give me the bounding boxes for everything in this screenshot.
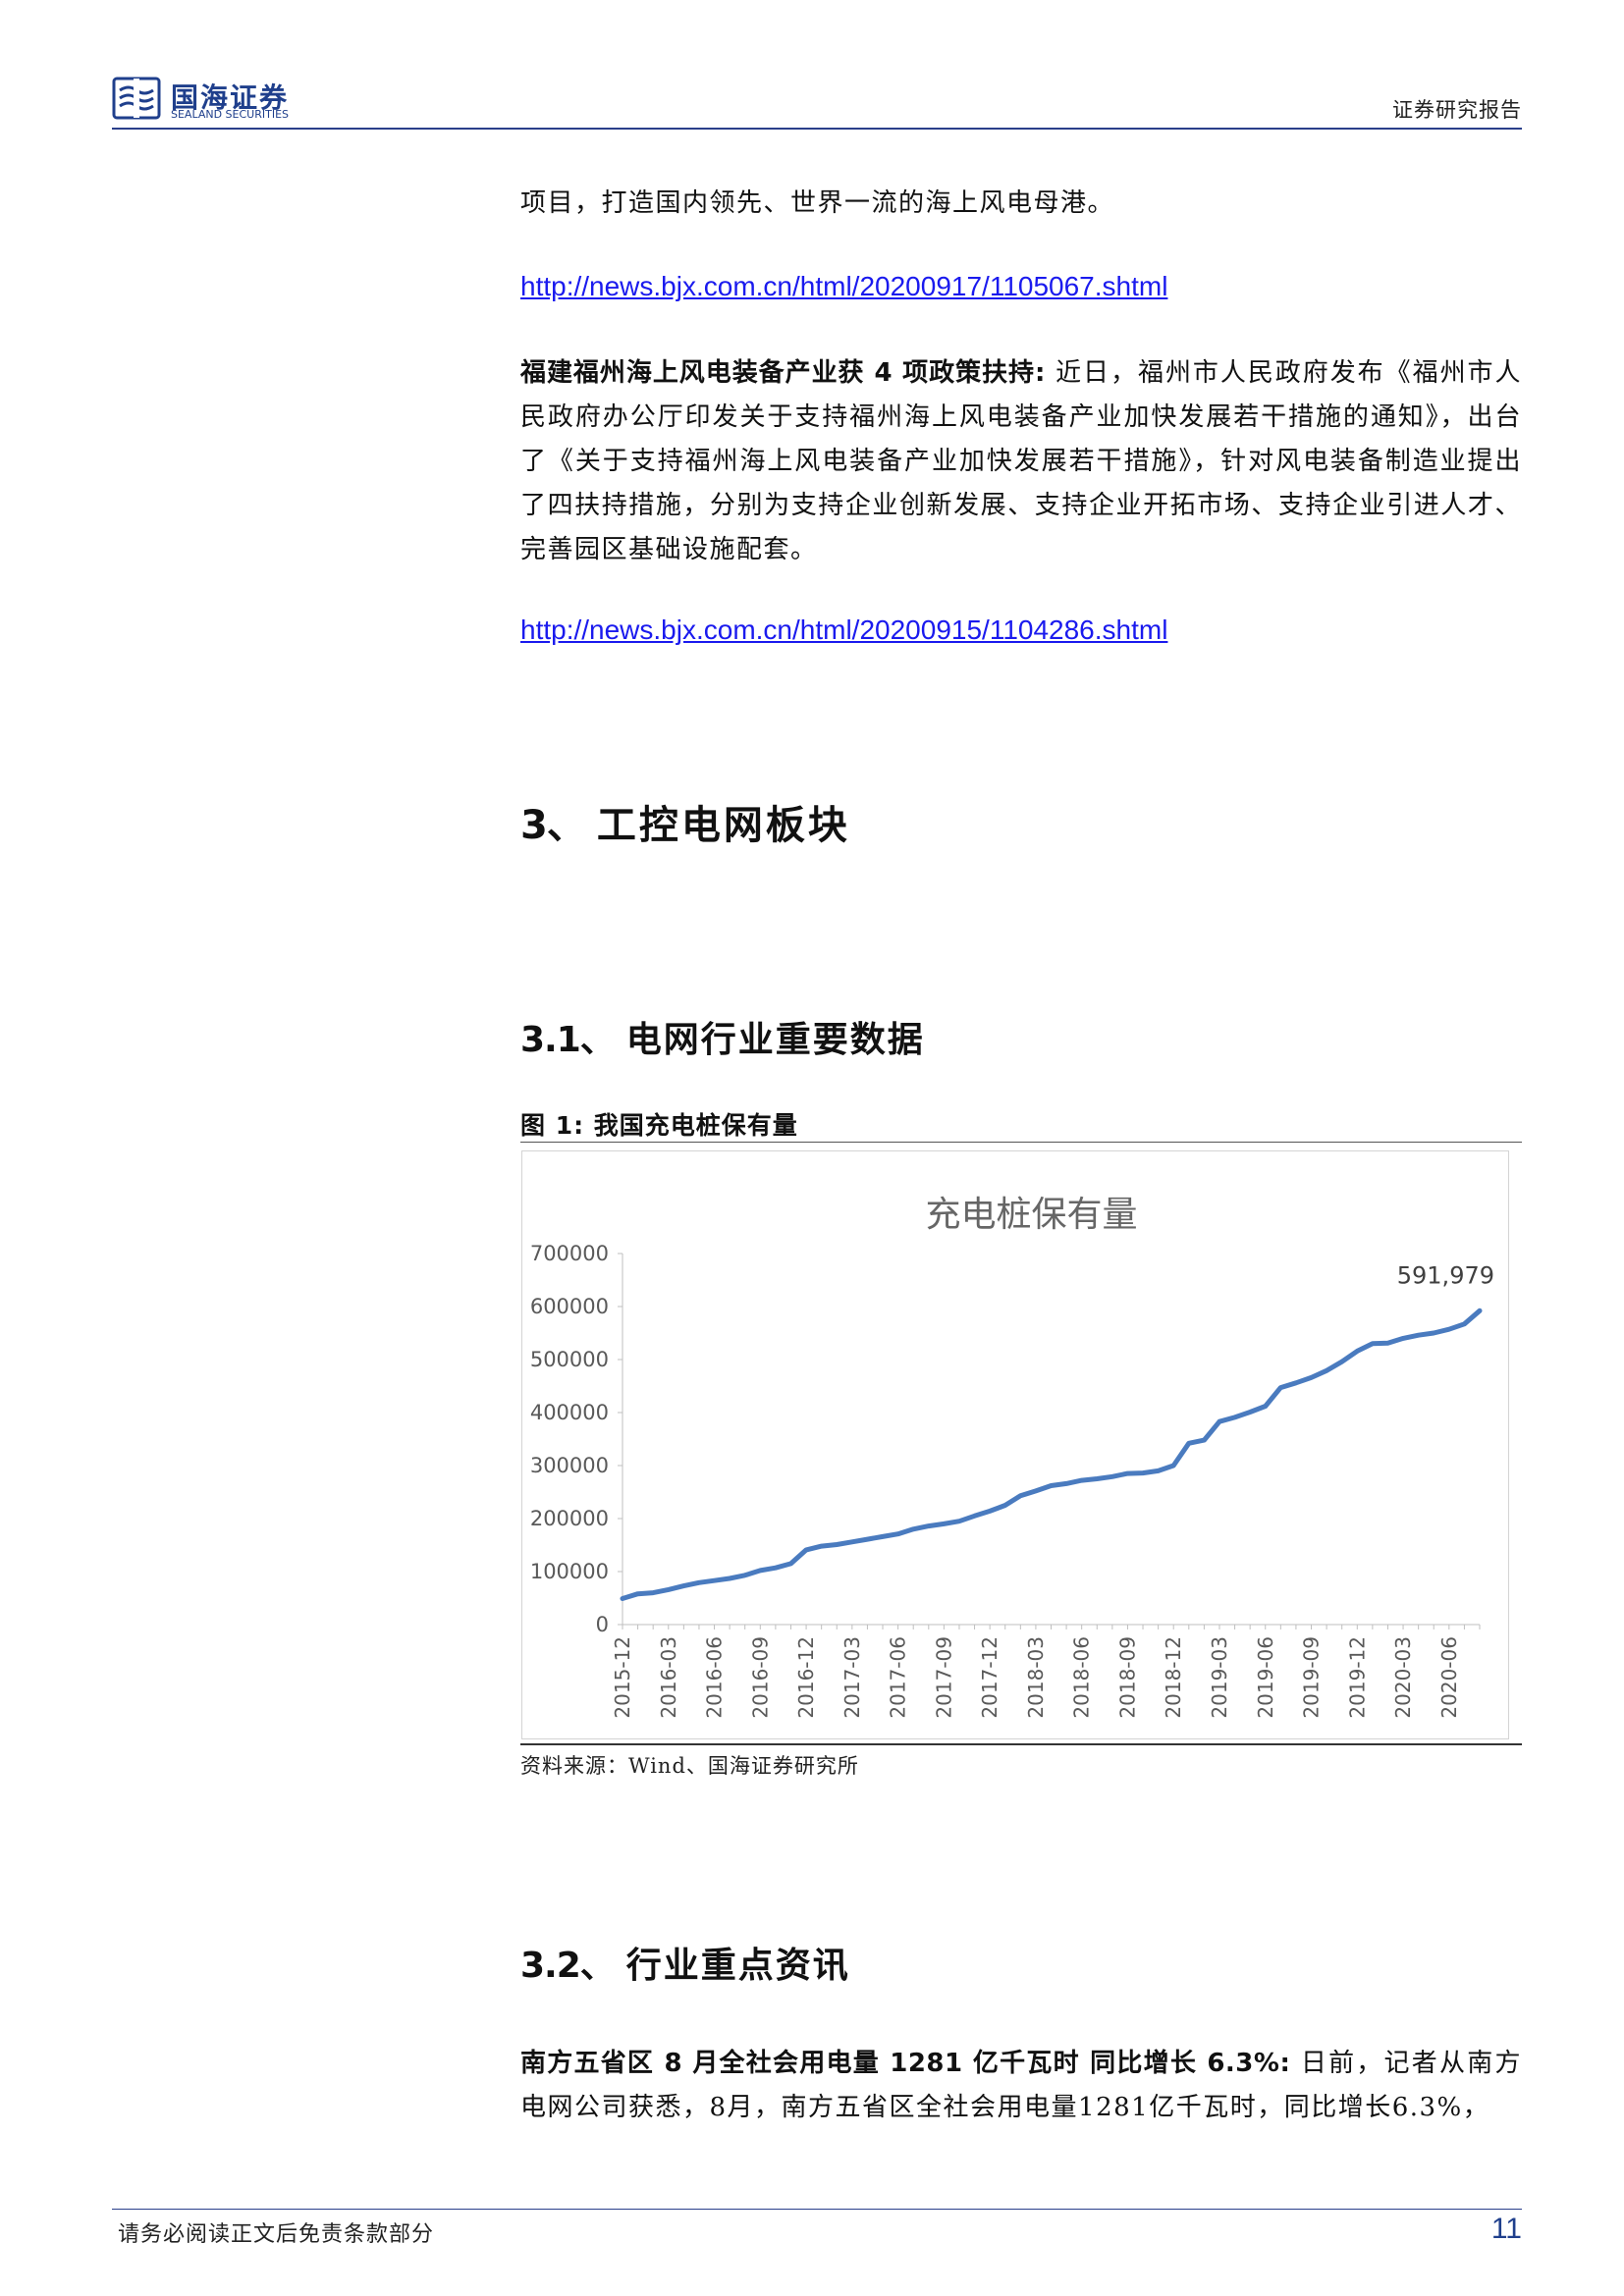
section-number: 3.2、 <box>520 1946 616 1986</box>
news-headline-fuzhou: 福建福州海上风电装备产业获 4 项政策扶持: <box>520 358 1046 388</box>
x-tick-label: 2018-03 <box>1024 1636 1048 1719</box>
series-line <box>620 1308 1483 1601</box>
logo-english-name: SEALAND SECURITIES <box>171 108 290 121</box>
paragraph-continued: 项目，打造国内领先、世界一流的海上风电母港。 <box>520 188 1115 218</box>
y-tick-label: 600000 <box>530 1295 609 1318</box>
x-tick-label: 2017-12 <box>978 1636 1001 1719</box>
section-3-2-heading: 3.2、 行业重点资讯 <box>520 1937 850 1988</box>
section-title: 电网行业重要数据 <box>625 1020 925 1060</box>
sealand-logo-icon <box>112 77 161 120</box>
y-tick-label: 400000 <box>530 1401 609 1424</box>
y-tick-label: 500000 <box>530 1348 609 1371</box>
footer-divider <box>112 2209 1522 2210</box>
charging-pile-line-chart: 充电桩保有量 0 100000 200000 300000 400000 500000 600… <box>530 1195 1494 1719</box>
footer-disclaimer: 请务必阅读正文后免责条款部分 <box>118 2222 435 2247</box>
x-tick-label: 2015-12 <box>611 1636 634 1719</box>
section-3-heading: 3、 工控电网板块 <box>520 793 850 850</box>
x-tick-label: 2019-03 <box>1208 1636 1231 1719</box>
news-headline-south-grid: 南方五省区 8 月全社会用电量 1281 亿千瓦时 同比增长 6.3%: <box>520 2049 1291 2078</box>
section-title: 行业重点资讯 <box>625 1946 850 1986</box>
figure-bottom-rule <box>520 1743 1522 1745</box>
section-3-1-heading: 3.1、 电网行业重要数据 <box>520 1011 925 1062</box>
x-tick-label: 2018-12 <box>1162 1636 1185 1719</box>
y-tick-label: 0 <box>596 1613 609 1636</box>
x-tick-label: 2019-12 <box>1345 1636 1369 1719</box>
x-tick-label: 2017-06 <box>887 1636 910 1719</box>
x-tick-label: 2019-09 <box>1300 1636 1324 1719</box>
figure-source: 资料来源：Wind、国海证券研究所 <box>520 1754 859 1778</box>
figure-title: 图 1: 我国充电桩保有量 <box>520 1111 798 1140</box>
x-tick-label: 2018-06 <box>1070 1636 1094 1719</box>
x-tick-label: 2016-12 <box>794 1636 818 1719</box>
x-tick-label: 2017-03 <box>840 1636 864 1719</box>
y-tick-label: 700000 <box>530 1242 609 1265</box>
source-link-1[interactable]: http://news.bjx.com.cn/html/20200917/110… <box>520 271 1168 301</box>
x-tick-label: 2016-09 <box>748 1636 772 1719</box>
x-tick-label: 2017-09 <box>932 1636 955 1719</box>
section-number: 3、 <box>520 803 586 848</box>
x-tick-label: 2020-03 <box>1391 1636 1415 1719</box>
header-divider <box>112 128 1522 130</box>
y-tick-label: 300000 <box>530 1454 609 1477</box>
x-tick-label: 2020-06 <box>1437 1636 1461 1719</box>
figure-top-rule <box>520 1142 1522 1143</box>
y-tick-label: 200000 <box>530 1507 609 1530</box>
page-number: 11 <box>1490 2213 1522 2245</box>
section-number: 3.1、 <box>520 1020 616 1060</box>
chart-title: 充电桩保有量 <box>925 1195 1137 1235</box>
chart-frame: 充电桩保有量 0 100000 200000 300000 400000 500000 600… <box>521 1150 1509 1739</box>
report-type-label: 证券研究报告 <box>1392 98 1522 122</box>
x-tick-label: 2018-09 <box>1115 1636 1139 1719</box>
source-link-2[interactable]: http://news.bjx.com.cn/html/20200915/110… <box>520 614 1168 645</box>
section-title: 工控电网板块 <box>596 803 850 848</box>
news-body-south-grid: 日前，记者从南方电网公司获悉，8月，南方五省区全社会用电量1281亿千瓦时，同比… <box>520 2049 1522 2122</box>
y-tick-label: 100000 <box>530 1560 609 1583</box>
news-body-fuzhou: 近日，福州市人民政府发布《福州市人民政府办公厅印发关于支持福州海上风电装备产业加… <box>520 358 1522 564</box>
news-paragraph-south-grid: 南方五省区 8 月全社会用电量 1281 亿千瓦时 同比增长 6.3%: 日前，… <box>520 2042 1522 2130</box>
x-tick-label: 2016-06 <box>703 1636 727 1719</box>
news-paragraph-fuzhou: 福建福州海上风电装备产业获 4 项政策扶持: 近日，福州市人民政府发布《福州市人… <box>520 351 1522 572</box>
company-logo: 国海证券 SEALAND SECURITIES <box>112 77 318 122</box>
x-tick-label: 2016-03 <box>657 1636 680 1719</box>
x-tick-label: 2019-06 <box>1254 1636 1277 1719</box>
end-data-label: 591,979 <box>1397 1261 1494 1289</box>
logo-chinese-name: 国海证券 <box>171 81 290 114</box>
